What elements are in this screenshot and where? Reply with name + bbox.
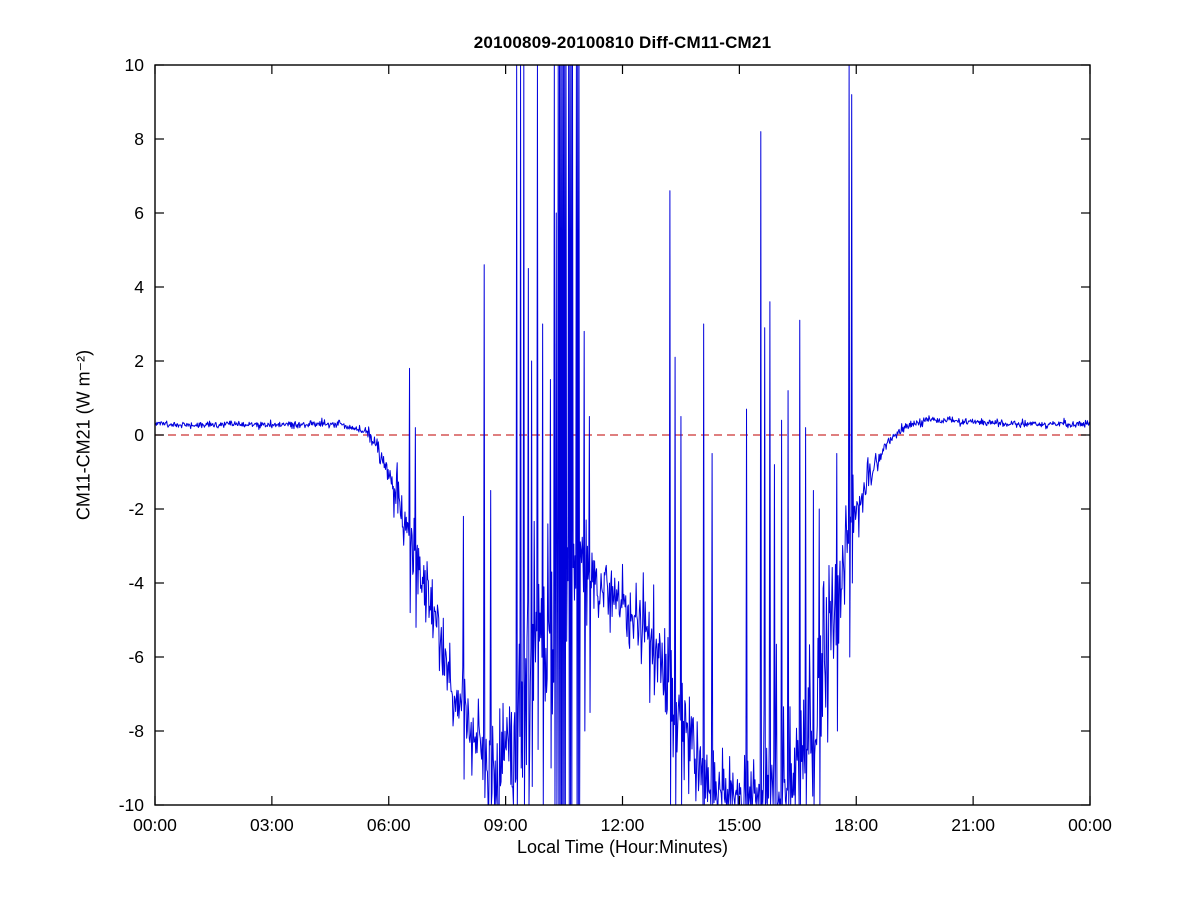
y-tick-label: -4 <box>128 573 144 593</box>
x-axis-label: Local Time (Hour:Minutes) <box>516 837 729 857</box>
y-tick-label: -8 <box>128 721 144 741</box>
x-tick-label: 06:00 <box>367 815 411 835</box>
chart-title: 20100809-20100810 Diff-CM11-CM21 <box>473 33 772 52</box>
x-tick-label: 03:00 <box>250 815 294 835</box>
y-tick-label: 2 <box>134 351 144 371</box>
y-tick-label: 10 <box>125 55 145 75</box>
x-tick-label: 00:00 <box>133 815 177 835</box>
y-tick-label: -2 <box>128 499 144 519</box>
x-tick-label: 18:00 <box>834 815 878 835</box>
y-tick-label: 0 <box>134 425 144 445</box>
y-tick-label: -10 <box>119 795 145 815</box>
x-tick-label: 15:00 <box>717 815 761 835</box>
x-tick-label: 21:00 <box>951 815 995 835</box>
y-tick-label: 8 <box>134 129 144 149</box>
x-tick-label: 00:00 <box>1068 815 1112 835</box>
x-tick-label: 12:00 <box>601 815 645 835</box>
y-tick-label: 4 <box>134 277 144 297</box>
y-tick-label: 6 <box>134 203 144 223</box>
data-series-line <box>154 64 1091 806</box>
x-tick-label: 09:00 <box>484 815 528 835</box>
y-tick-label: -6 <box>128 647 144 667</box>
